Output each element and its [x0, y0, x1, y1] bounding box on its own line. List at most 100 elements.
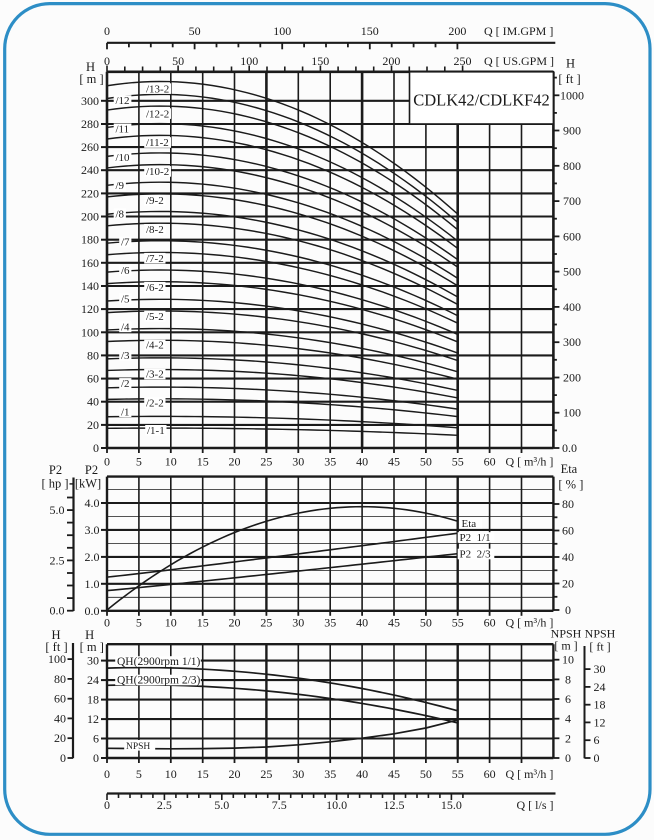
svg-text:/2-2: /2-2	[146, 398, 164, 410]
svg-text:/8-2: /8-2	[146, 224, 164, 236]
svg-text:NPSH: NPSH	[585, 626, 616, 640]
svg-text:5.0: 5.0	[50, 503, 65, 517]
svg-text:50: 50	[189, 24, 201, 38]
svg-text:180: 180	[81, 233, 99, 247]
svg-text:[ m ]: [ m ]	[80, 640, 104, 654]
svg-text:0: 0	[594, 751, 600, 765]
svg-text:10: 10	[165, 767, 177, 781]
svg-text:Q [ m³/h ]: Q [ m³/h ]	[506, 767, 554, 781]
svg-text:6: 6	[565, 692, 571, 706]
svg-text:/3: /3	[121, 350, 130, 362]
svg-text:QH(2900rpm 2/3): QH(2900rpm 2/3)	[117, 675, 201, 687]
svg-text:[kW]: [kW]	[75, 477, 101, 491]
svg-text:P2: P2	[49, 463, 62, 477]
svg-text:/4-2: /4-2	[146, 340, 164, 352]
svg-text:18: 18	[87, 693, 99, 707]
svg-text:4.0: 4.0	[85, 496, 100, 510]
svg-text:35: 35	[324, 616, 336, 630]
svg-text:30: 30	[87, 654, 99, 668]
svg-text:18: 18	[594, 698, 606, 712]
svg-text:/11: /11	[116, 124, 130, 136]
svg-text:20: 20	[562, 577, 574, 591]
svg-text:0: 0	[104, 767, 110, 781]
svg-text:160: 160	[81, 256, 99, 270]
svg-text:/3-2: /3-2	[146, 369, 164, 381]
svg-text:P2 2/3: P2 2/3	[460, 549, 492, 561]
svg-text:30: 30	[292, 767, 304, 781]
svg-text:200: 200	[81, 210, 99, 224]
svg-text:40: 40	[87, 395, 99, 409]
svg-text:QH(2900rpm 1/1): QH(2900rpm 1/1)	[117, 656, 201, 668]
svg-text:10: 10	[165, 455, 177, 469]
svg-text:0.0: 0.0	[562, 441, 577, 455]
svg-text:/10: /10	[116, 152, 131, 164]
svg-text:10.0: 10.0	[326, 798, 347, 812]
svg-text:H: H	[85, 628, 94, 642]
svg-text:60: 60	[562, 524, 574, 538]
svg-text:/9-2: /9-2	[146, 195, 164, 207]
svg-text:0: 0	[565, 603, 571, 617]
svg-text:H: H	[51, 628, 60, 642]
svg-text:45: 45	[388, 616, 400, 630]
svg-text:0: 0	[565, 751, 571, 765]
svg-text:120: 120	[81, 302, 99, 316]
svg-text:/11-2: /11-2	[146, 137, 169, 149]
svg-text:/7: /7	[121, 237, 130, 249]
svg-text:40: 40	[356, 767, 368, 781]
svg-text:140: 140	[81, 279, 99, 293]
svg-text:5: 5	[136, 455, 142, 469]
svg-text:220: 220	[81, 186, 99, 200]
svg-text:2.0: 2.0	[85, 550, 100, 564]
svg-text:100: 100	[563, 406, 581, 420]
svg-text:/5: /5	[121, 293, 130, 305]
svg-text:24: 24	[87, 673, 99, 687]
svg-text:60: 60	[54, 692, 66, 706]
svg-text:Q [ IM.GPM ]: Q [ IM.GPM ]	[484, 24, 553, 38]
svg-text:P2 1/1: P2 1/1	[460, 532, 491, 544]
svg-text:0: 0	[104, 455, 110, 469]
svg-text:20: 20	[229, 767, 241, 781]
svg-text:/12: /12	[116, 95, 130, 107]
svg-text:Eta: Eta	[561, 462, 578, 476]
svg-text:12.5: 12.5	[384, 798, 405, 812]
svg-text:20: 20	[229, 455, 241, 469]
svg-text:50: 50	[420, 767, 432, 781]
svg-text:7.5: 7.5	[272, 798, 287, 812]
svg-text:5: 5	[136, 616, 142, 630]
svg-text:40: 40	[356, 616, 368, 630]
svg-text:240: 240	[81, 163, 99, 177]
svg-text:Eta: Eta	[462, 518, 477, 530]
svg-text:[ m ]: [ m ]	[554, 639, 577, 653]
svg-text:/10-2: /10-2	[146, 166, 169, 178]
svg-text:900: 900	[563, 124, 581, 138]
svg-text:35: 35	[324, 767, 336, 781]
svg-text:/7-2: /7-2	[146, 253, 164, 265]
svg-text:260: 260	[81, 140, 99, 154]
svg-text:150: 150	[361, 24, 379, 38]
svg-text:60: 60	[484, 616, 496, 630]
svg-text:30: 30	[292, 616, 304, 630]
svg-text:150: 150	[311, 54, 329, 68]
svg-text:50: 50	[420, 455, 432, 469]
svg-text:0.0: 0.0	[50, 604, 65, 618]
svg-text:30: 30	[594, 662, 606, 676]
svg-text:/1: /1	[121, 406, 130, 418]
svg-text:NPSH: NPSH	[126, 742, 150, 752]
svg-text:35: 35	[324, 455, 336, 469]
svg-text:80: 80	[54, 672, 66, 686]
svg-text:40: 40	[356, 455, 368, 469]
svg-text:15.0: 15.0	[441, 798, 462, 812]
svg-text:5.0: 5.0	[214, 798, 229, 812]
svg-text:/6: /6	[121, 265, 130, 277]
svg-text:NPSH: NPSH	[551, 626, 582, 640]
svg-text:1000: 1000	[560, 88, 584, 102]
svg-text:45: 45	[388, 455, 400, 469]
svg-text:2: 2	[565, 731, 571, 745]
svg-text:/5-2: /5-2	[146, 311, 164, 323]
svg-text:55: 55	[452, 616, 464, 630]
svg-text:0: 0	[104, 798, 110, 812]
svg-text:8: 8	[565, 672, 571, 686]
svg-text:Q [ m³/h ]: Q [ m³/h ]	[506, 616, 554, 630]
svg-text:[ m ]: [ m ]	[79, 72, 103, 86]
svg-text:300: 300	[81, 94, 99, 108]
